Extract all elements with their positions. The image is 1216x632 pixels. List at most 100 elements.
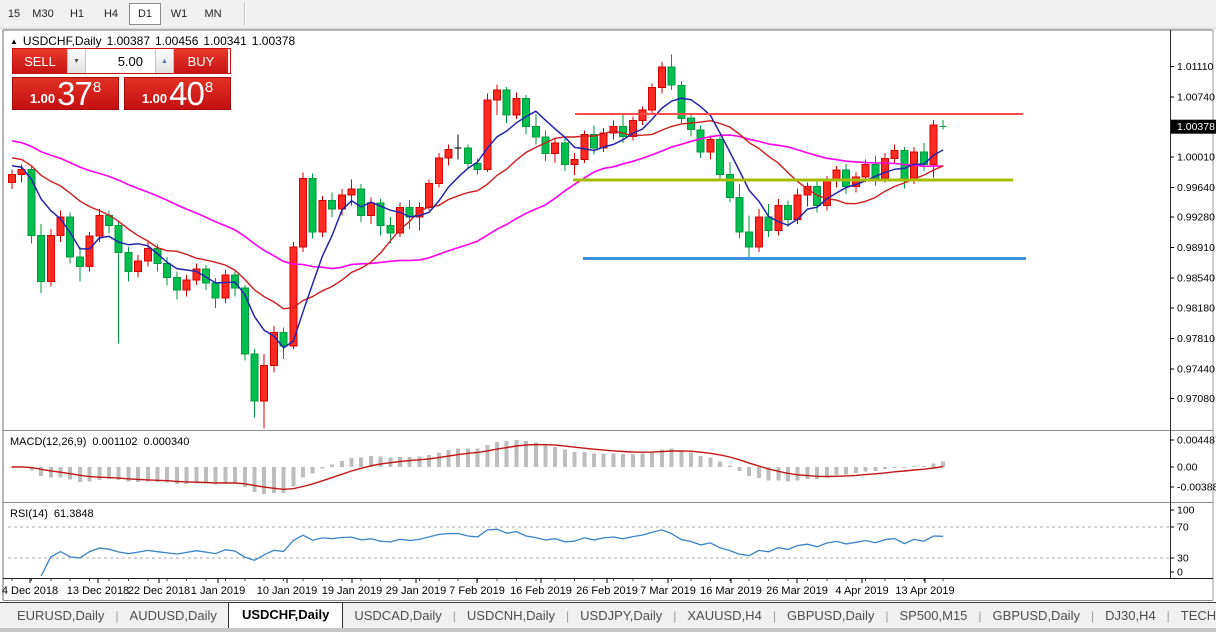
svg-text:29 Jan 2019: 29 Jan 2019 <box>386 585 447 597</box>
tab-gbpusd-daily[interactable]: GBPUSD,Daily <box>992 608 1080 623</box>
buy-price-prefix: 1.00 <box>141 90 168 106</box>
sell-price-pips: 8 <box>92 79 102 96</box>
svg-text:-0.003883: -0.003883 <box>1177 482 1216 494</box>
svg-text:0.99280: 0.99280 <box>1177 212 1215 224</box>
tab-usdcad-daily[interactable]: USDCAD,Daily <box>354 608 442 623</box>
buy-price-big: 40 <box>169 74 205 112</box>
expand-arrow-icon[interactable]: ▲ <box>10 37 18 46</box>
rsi-value: 61.3848 <box>53 508 94 520</box>
ma-fast-line <box>11 97 944 349</box>
tab-separator: | <box>115 609 119 623</box>
svg-text:1.00740: 1.00740 <box>1177 91 1215 103</box>
svg-text:10 Jan 2019: 10 Jan 2019 <box>257 585 318 597</box>
svg-text:19 Jan 2019: 19 Jan 2019 <box>322 585 383 597</box>
rsi-indicator-label: RSI(14) 61.3848 <box>10 508 94 520</box>
chevron-up-icon: ▲ <box>161 57 168 65</box>
svg-text:22 Dec 2018: 22 Dec 2018 <box>128 585 190 597</box>
tab-separator: | <box>566 609 570 623</box>
rsi-levels <box>8 526 1170 559</box>
tab-separator: | <box>673 609 677 623</box>
macd-signal-line <box>11 443 944 491</box>
one-click-trading-panel: SELL ▼ ▲ BUY 1.00 37 8 1.00 40 8 <box>12 48 231 110</box>
svg-text:4 Apr 2019: 4 Apr 2019 <box>835 585 888 597</box>
toolbar-separator <box>244 3 245 25</box>
ohlc-low: 1.00341 <box>203 34 247 48</box>
svg-text:4 Dec 2018: 4 Dec 2018 <box>2 585 58 597</box>
macd-value-1: 0.001102 <box>92 436 138 448</box>
timeframe-button-w1[interactable]: W1 <box>170 8 188 20</box>
timeframe-button-h1[interactable]: H1 <box>69 8 85 20</box>
svg-text:0.00: 0.00 <box>1177 462 1198 474</box>
svg-text:30: 30 <box>1177 553 1189 565</box>
rsi-axis[interactable]: 100 70 30 0 <box>1170 505 1195 579</box>
ma-medium-line <box>11 119 944 310</box>
svg-text:0.98180: 0.98180 <box>1177 302 1215 314</box>
svg-text:16 Mar 2019: 16 Mar 2019 <box>700 585 762 597</box>
tab-tech100-h1[interactable]: TECH100,H1 <box>1180 608 1216 623</box>
tab-audusd-daily[interactable]: AUDUSD,Daily <box>129 608 217 623</box>
tab-gbpusd-daily[interactable]: GBPUSD,Daily <box>786 608 875 623</box>
macd-axis[interactable]: 0.004487 0.00 -0.003883 <box>1170 435 1216 494</box>
svg-text:13 Apr 2019: 13 Apr 2019 <box>895 585 954 597</box>
svg-text:0.97080: 0.97080 <box>1177 393 1215 405</box>
svg-text:1 Jan 2019: 1 Jan 2019 <box>191 585 245 597</box>
timeframe-button-mn[interactable]: MN <box>204 8 222 20</box>
buy-button[interactable]: BUY <box>174 49 228 73</box>
tab-separator: | <box>452 609 456 623</box>
chart-title: ▲ USDCHF,Daily 1.00387 1.00456 1.00341 1.0037… <box>10 34 295 48</box>
tab-usdjpy-daily[interactable]: USDJPY,Daily <box>580 608 663 623</box>
macd-value-2: 0.000340 <box>143 436 190 448</box>
svg-text:0.97810: 0.97810 <box>1177 333 1215 345</box>
candlesticks <box>8 54 947 429</box>
svg-text:0.004487: 0.004487 <box>1177 435 1216 447</box>
svg-text:70: 70 <box>1177 522 1189 534</box>
timeframe-toolbar: 15 M30 H1 H4 D1 W1 MN <box>0 0 1216 29</box>
macd-name: MACD(12,26,9) <box>10 436 87 448</box>
buy-price-button[interactable]: 1.00 40 8 <box>124 77 231 110</box>
tab-usdchf-daily[interactable]: USDCHF,Daily <box>227 602 344 628</box>
ma-slow-line <box>11 134 944 270</box>
svg-text:1.01110: 1.01110 <box>1177 61 1214 73</box>
timeframe-button-15[interactable]: 15 <box>7 8 21 20</box>
macd-histogram <box>10 440 946 494</box>
ohlc-high: 1.00456 <box>155 34 199 48</box>
status-strip <box>0 628 1216 632</box>
svg-text:0.99640: 0.99640 <box>1177 182 1215 194</box>
tab-sp500-m15[interactable]: SP500,M15 <box>899 608 968 623</box>
tab-dj30-h4[interactable]: DJ30,H4 <box>1105 608 1156 623</box>
timeframe-button-m30[interactable]: M30 <box>32 8 54 20</box>
timeframe-button-h4[interactable]: H4 <box>103 8 119 20</box>
volume-increase-button[interactable]: ▲ <box>155 49 174 73</box>
timeframe-button-d1[interactable]: D1 <box>129 3 161 25</box>
tab-separator: | <box>772 609 776 623</box>
price-axis[interactable]: 1.01110 1.00740 1.00010 0.99640 0.99280 0.989… <box>1170 61 1216 405</box>
timeframe-buttons: 15 M30 H1 H4 D1 W1 MN <box>2 3 230 25</box>
tab-usdcnh-daily[interactable]: USDCNH,Daily <box>466 608 556 623</box>
current-price-tag <box>1171 119 1216 134</box>
svg-text:7 Feb 2019: 7 Feb 2019 <box>449 585 505 597</box>
chart-tabs: EURUSD,Daily | AUDUSD,Daily USDCHF,Daily USD… <box>6 602 1216 628</box>
svg-text:0.98910: 0.98910 <box>1177 242 1215 254</box>
svg-text:0: 0 <box>1177 567 1183 579</box>
svg-text:26 Mar 2019: 26 Mar 2019 <box>766 585 828 597</box>
tab-xauusd-h4[interactable]: XAUUSD,H4 <box>687 608 762 623</box>
ohlc-close: 1.00378 <box>251 34 296 48</box>
ohlc-open: 1.00387 <box>106 34 150 48</box>
tab-separator: | <box>885 609 889 623</box>
sell-price-button[interactable]: 1.00 37 8 <box>12 77 119 110</box>
svg-text:0.97440: 0.97440 <box>1177 363 1215 375</box>
tab-eurusd-daily[interactable]: EURUSD,Daily <box>17 608 105 623</box>
tab-separator: | <box>1090 609 1095 623</box>
svg-text:100: 100 <box>1177 505 1195 517</box>
svg-text:26 Feb 2019: 26 Feb 2019 <box>576 585 638 597</box>
svg-text:1.00010: 1.00010 <box>1177 152 1215 164</box>
horizontal-level-lines[interactable] <box>573 113 1026 260</box>
svg-text:16 Feb 2019: 16 Feb 2019 <box>510 585 572 597</box>
volume-decrease-button[interactable]: ▼ <box>67 49 86 73</box>
chevron-down-icon: ▼ <box>73 57 80 65</box>
volume-input[interactable] <box>86 49 155 73</box>
sell-button[interactable]: SELL <box>13 49 67 73</box>
